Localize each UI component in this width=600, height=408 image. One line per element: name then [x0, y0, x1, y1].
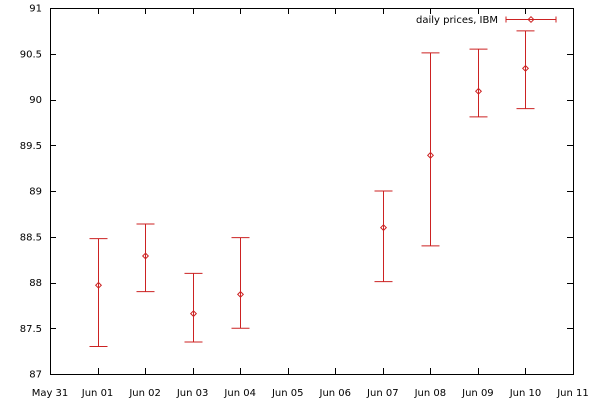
y-tick-labels: 87 87.5 88 88.5 89 89.5 90 90.5 91 [20, 4, 42, 381]
x-tick-label: Jun 11 [556, 388, 589, 399]
point-marker [379, 224, 388, 232]
x-tick-label: Jun 01 [81, 388, 114, 399]
point-marker [426, 151, 435, 159]
y-tick-label: 88.5 [20, 232, 42, 243]
y-tick-label: 88 [29, 278, 42, 289]
data-point [184, 272, 203, 343]
legend-marker [527, 15, 535, 24]
point-marker [236, 290, 245, 298]
y-tick-label: 87.5 [20, 324, 42, 335]
point-marker [94, 281, 103, 289]
x-tick-label: Jun 06 [319, 388, 352, 399]
x-tick-label: Jun 07 [366, 388, 399, 399]
x-tick-label: Jun 04 [223, 388, 256, 399]
point-marker [521, 64, 530, 72]
point-marker [141, 252, 150, 260]
y-tick-label: 89.5 [20, 141, 42, 152]
point-marker [474, 87, 483, 95]
x-tick-label: Jun 03 [176, 388, 209, 399]
series-daily-prices [89, 30, 535, 348]
tick-marks [50, 8, 574, 375]
data-point [374, 190, 393, 283]
legend-label: daily prices, IBM [416, 15, 498, 26]
y-tick-label: 89 [29, 187, 42, 198]
plot-frame [50, 8, 574, 375]
x-tick-label: Jun 09 [461, 388, 494, 399]
y-tick-label: 90 [29, 95, 42, 106]
y-tick-label: 90.5 [20, 49, 42, 60]
x-tick-label: Jun 05 [271, 388, 304, 399]
data-point [421, 52, 440, 247]
y-tick-label: 87 [29, 370, 42, 381]
data-point [516, 30, 535, 110]
data-point [231, 237, 250, 329]
x-tick-label: Jun 02 [128, 388, 161, 399]
data-point [136, 223, 155, 293]
y-tick-label: 91 [29, 4, 42, 15]
x-tick-label: Jun 08 [414, 388, 447, 399]
data-point [89, 238, 108, 348]
data-point [469, 48, 488, 118]
x-tick-labels: May 31 Jun 01 Jun 02 Jun 03 Jun 04 Jun 05 Jun … [32, 388, 589, 399]
x-tick-label: May 31 [32, 388, 69, 399]
legend-sample [505, 15, 557, 24]
legend: daily prices, IBM [416, 15, 557, 26]
point-marker [189, 310, 198, 318]
x-tick-label: Jun 10 [509, 388, 542, 399]
